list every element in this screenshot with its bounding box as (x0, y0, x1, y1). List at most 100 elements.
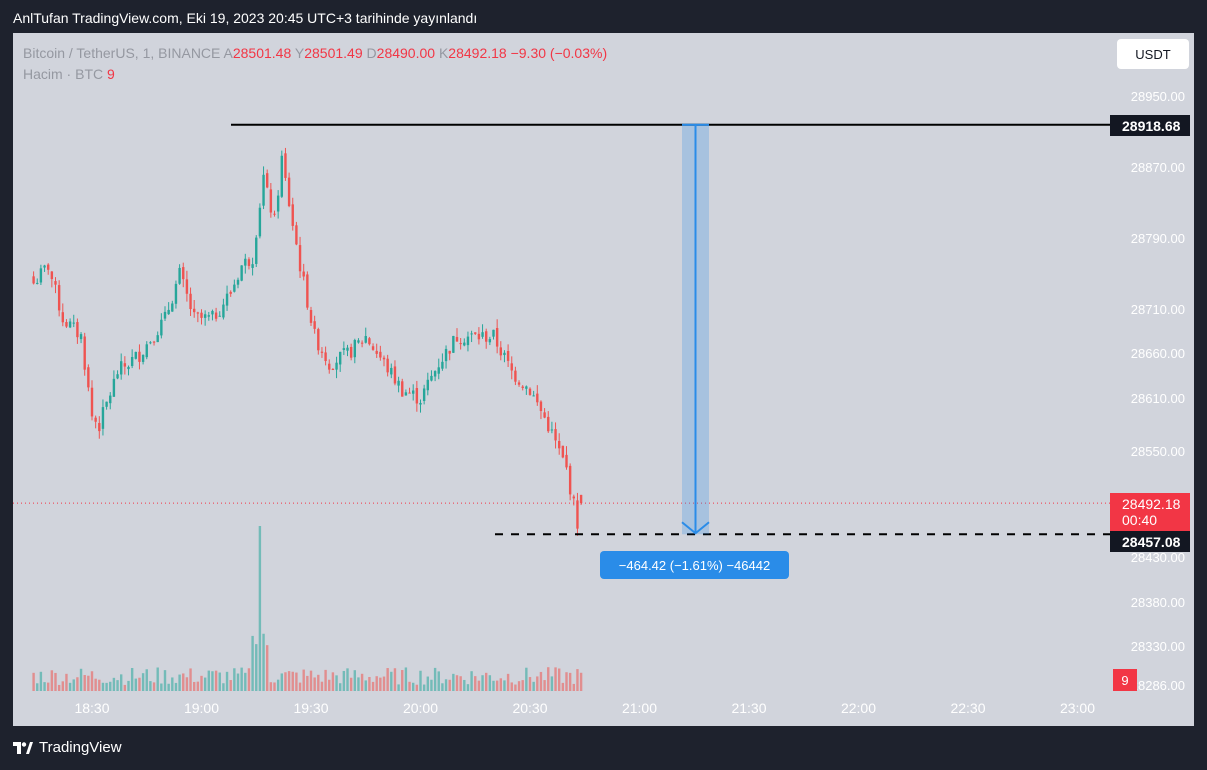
price-chart-svg[interactable] (13, 33, 1194, 726)
change-value: −9.30 (−0.03%) (510, 45, 608, 61)
candle-body (353, 339, 356, 358)
volume-bar (320, 681, 324, 691)
low-label: D (366, 45, 377, 61)
low-value: 28490.00 (376, 45, 436, 61)
volume-bar (554, 667, 557, 691)
candle-body (404, 392, 408, 396)
candle-body (576, 500, 579, 529)
volume-bar (57, 684, 61, 691)
candle-body (393, 366, 397, 384)
volume-bar (127, 680, 130, 691)
candle-body (68, 321, 72, 328)
volume-bar (576, 669, 579, 691)
candle-body (579, 494, 583, 504)
candle-body (54, 281, 57, 285)
volume-bar (390, 671, 393, 691)
candle-body (171, 303, 174, 312)
volume-bar (251, 635, 254, 691)
candle-body (539, 401, 543, 412)
candle-body (87, 367, 90, 388)
volume-bar (547, 667, 550, 691)
volume-bar (419, 670, 422, 691)
volume-bar (236, 673, 240, 691)
volume-bar (459, 676, 462, 691)
candle-body (357, 340, 360, 343)
candle-body (568, 465, 572, 495)
candle-body (79, 334, 83, 340)
time-tick-label: 22:30 (950, 700, 986, 716)
volume-bar (306, 675, 309, 691)
candle-body (83, 336, 86, 370)
symbol-name[interactable]: Bitcoin / TetherUS, 1, BINANCE (23, 45, 221, 61)
volume-bar (379, 677, 382, 691)
candle-body (178, 267, 181, 284)
volume-bar (47, 682, 50, 691)
candle-body (120, 361, 123, 375)
candle-body (499, 347, 502, 356)
candle-body (101, 407, 105, 429)
volume-bar (276, 679, 280, 691)
volume-bar (90, 671, 94, 691)
candle-body (61, 312, 64, 323)
tradingview-logo-icon (13, 741, 33, 754)
volume-bar (98, 679, 101, 691)
volume-bar (123, 684, 127, 691)
candle-body (47, 264, 50, 270)
volume-bar (339, 683, 342, 691)
candle-body (105, 401, 108, 407)
volume-bar (101, 682, 105, 691)
candle-body (65, 322, 68, 327)
volume-bar (430, 679, 433, 691)
tradingview-brand[interactable]: TradingView (13, 739, 122, 756)
volume-bar (499, 678, 502, 691)
volume-bar (240, 667, 243, 691)
volume-bar (229, 680, 232, 691)
time-tick-label: 21:30 (731, 700, 767, 716)
volume-label[interactable]: Hacim · BTC (23, 66, 104, 82)
volume-bar (43, 682, 46, 691)
candle-body (203, 314, 207, 318)
volume-bar (134, 678, 137, 691)
candle-body (360, 342, 364, 344)
volume-bar (295, 672, 298, 691)
volume-bar (120, 674, 123, 691)
time-tick-label: 18:30 (74, 700, 110, 716)
volume-bar (539, 671, 543, 691)
candle-body (408, 392, 411, 394)
candle-body (422, 388, 426, 401)
candle-body (90, 387, 94, 417)
volume-bar (83, 675, 86, 691)
volume-bar (280, 673, 283, 691)
candle-body (258, 207, 262, 237)
candle-body (485, 331, 488, 342)
volume-bar (61, 681, 64, 691)
measure-label[interactable]: −464.42 (−1.61%) −46442 (600, 551, 789, 579)
high-price-tag: 28918.68 (1110, 115, 1190, 136)
volume-bar (477, 680, 481, 691)
candle-body (470, 333, 473, 335)
volume-bar (203, 677, 207, 691)
volume-bar (258, 526, 262, 691)
candle-body (123, 363, 127, 367)
currency-button[interactable]: USDT (1117, 39, 1189, 69)
candle-body (572, 496, 575, 499)
volume-bar (408, 681, 411, 691)
candle-body (364, 335, 367, 343)
chart-panel[interactable]: Bitcoin / TetherUS, 1, BINANCE A28501.48… (13, 33, 1194, 726)
volume-bar (455, 675, 459, 691)
volume-bar (200, 675, 203, 691)
volume-value: 9 (107, 66, 115, 82)
candle-body (477, 333, 481, 340)
volume-bar (386, 668, 389, 691)
candle-body (39, 268, 43, 283)
volume-bar (448, 679, 451, 691)
volume-bar (255, 644, 258, 691)
volume-bar (368, 676, 371, 691)
close-value: 28492.18 (448, 45, 507, 61)
candle-body (536, 393, 539, 403)
candle-body (306, 274, 309, 308)
candle-body (295, 225, 298, 245)
volume-bar (481, 675, 484, 691)
volume-bar (313, 677, 316, 691)
volume-bar (404, 667, 408, 691)
